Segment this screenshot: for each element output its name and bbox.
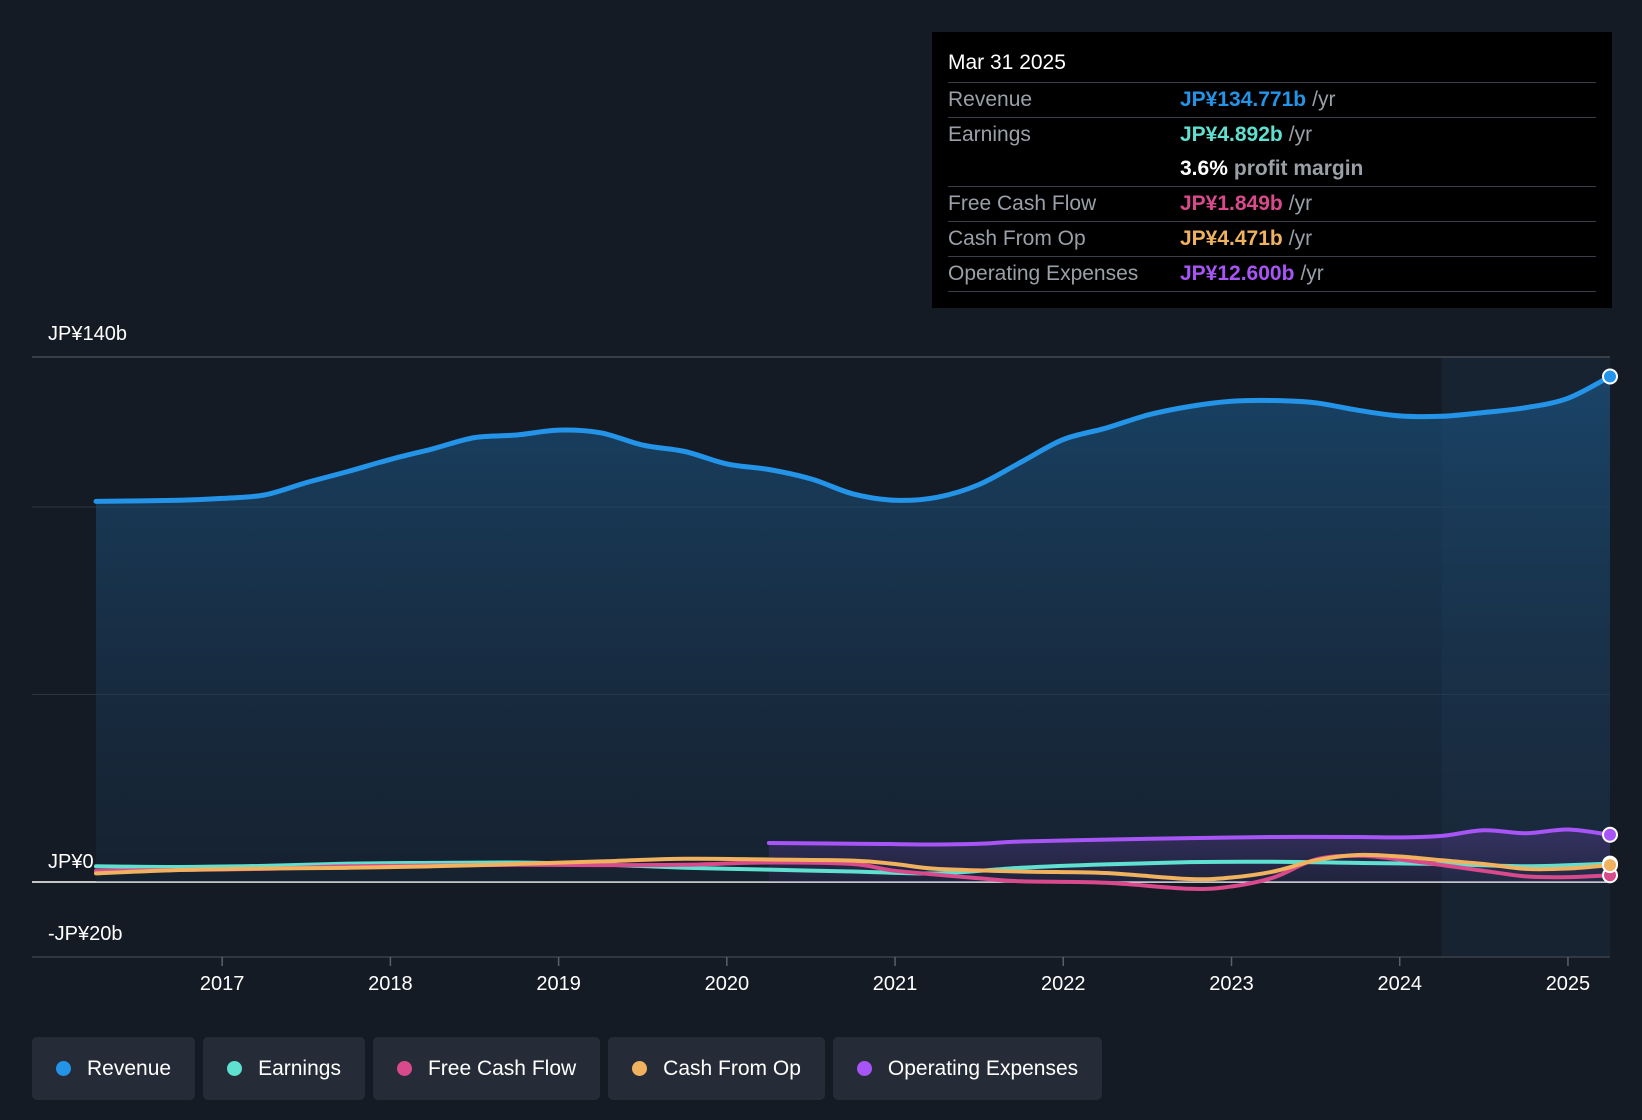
legend-item-earnings[interactable]: Earnings — [203, 1037, 365, 1100]
legend-dot-icon — [56, 1061, 71, 1076]
tooltip-unit: /yr — [1288, 227, 1313, 250]
legend: Revenue Earnings Free Cash Flow Cash Fro… — [32, 1037, 1103, 1100]
x-tick-label: 2018 — [368, 973, 413, 995]
cash-from-op-line — [94, 852, 1612, 882]
revenue-end-marker — [1602, 368, 1618, 385]
tooltip-row-operating-expenses: Operating Expenses JP¥12.600b /yr — [948, 257, 1596, 292]
y-axis-label: JP¥0 — [48, 851, 94, 873]
x-tick-label: 2025 — [1546, 973, 1591, 995]
tooltip-value: JP¥134.771b — [1180, 88, 1307, 111]
tooltip-row-cash-from-op: Cash From Op JP¥4.471b /yr — [948, 222, 1596, 257]
tooltip-row-revenue: Revenue JP¥134.771b /yr — [948, 83, 1596, 118]
legend-label: Operating Expenses — [887, 1056, 1079, 1080]
legend-label: Revenue — [87, 1056, 172, 1080]
x-tick-label: 2024 — [1377, 973, 1422, 995]
tooltip-value: JP¥1.849b — [1180, 192, 1283, 215]
earnings-line — [94, 859, 1612, 876]
tooltip-panel: Mar 31 2025 Revenue JP¥134.771b /yr Earn… — [932, 32, 1612, 308]
tooltip-label: Free Cash Flow — [948, 192, 1097, 215]
legend-item-free-cash-flow[interactable]: Free Cash Flow — [372, 1037, 601, 1100]
legend-dot-icon — [396, 1061, 412, 1076]
tooltip-label: Cash From Op — [948, 227, 1086, 250]
legend-item-cash-from-op[interactable]: Cash From Op — [608, 1037, 825, 1100]
legend-label: Free Cash Flow — [427, 1056, 577, 1080]
revenue-area — [96, 376, 1610, 882]
tooltip-label — [948, 152, 1180, 186]
tooltip-label: Operating Expenses — [948, 262, 1139, 285]
x-tick-label: 2023 — [1209, 973, 1254, 995]
tooltip-value: JP¥4.892b — [1180, 123, 1283, 146]
operating-expenses-end-marker — [1602, 826, 1618, 843]
legend-dot-icon — [227, 1061, 243, 1076]
y-axis-label: -JP¥20b — [48, 923, 123, 945]
tooltip-label: Earnings — [948, 123, 1031, 146]
tooltip-value: 3.6% — [1180, 157, 1228, 180]
legend-label: Earnings — [258, 1056, 341, 1080]
legend-dot-icon — [632, 1061, 648, 1076]
tooltip-unit: /yr — [1288, 192, 1313, 215]
legend-dot-icon — [856, 1061, 872, 1076]
tooltip-row-profit-margin: 3.6% profit margin — [948, 152, 1596, 187]
tooltip-date: Mar 31 2025 — [948, 46, 1596, 83]
x-tick-label: 2017 — [200, 973, 245, 995]
legend-item-operating-expenses[interactable]: Operating Expenses — [832, 1037, 1103, 1100]
tooltip-row-earnings: Earnings JP¥4.892b /yr — [948, 118, 1596, 152]
y-axis-label: JP¥140b — [48, 323, 127, 345]
tooltip-value: JP¥12.600b — [1180, 262, 1295, 285]
tooltip-unit: /yr — [1288, 123, 1313, 146]
cash-from-op-end-marker — [1602, 857, 1618, 874]
tooltip-unit: profit margin — [1233, 157, 1364, 180]
legend-label: Cash From Op — [663, 1056, 801, 1080]
x-tick-label: 2022 — [1041, 973, 1086, 995]
x-tick-label: 2020 — [705, 973, 750, 995]
tooltip-value: JP¥4.471b — [1180, 227, 1283, 250]
tooltip-unit: /yr — [1300, 262, 1324, 285]
x-tick-label: 2019 — [536, 973, 581, 995]
x-tick-label: 2021 — [873, 973, 918, 995]
revenue-line — [93, 374, 1613, 504]
operating-expenses-line — [766, 827, 1612, 847]
tooltip-row-free-cash-flow: Free Cash Flow JP¥1.849b /yr — [948, 187, 1596, 222]
legend-item-revenue[interactable]: Revenue — [32, 1037, 196, 1100]
tooltip-label: Revenue — [948, 88, 1033, 111]
tooltip-unit: /yr — [1312, 88, 1336, 111]
